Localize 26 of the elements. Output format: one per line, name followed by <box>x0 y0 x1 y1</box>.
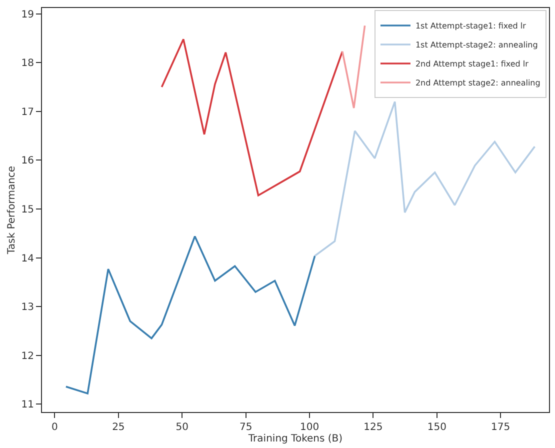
x-tick-label: 0 <box>52 422 58 433</box>
y-tick-label: 12 <box>21 350 34 362</box>
line-series <box>314 100 536 257</box>
y-tick-label: 15 <box>21 204 34 216</box>
x-tick-label: 100 <box>300 422 320 433</box>
x-tick-label: 75 <box>239 422 252 433</box>
legend-label: 2nd Attempt stage2: annealing <box>415 78 540 88</box>
legend-label: 1st Attempt-stage1: fixed lr <box>415 22 527 31</box>
y-tick-label: 18 <box>21 58 34 70</box>
line-series <box>65 235 316 394</box>
x-tick-label: 175 <box>491 422 510 433</box>
x-tick-label: 150 <box>427 422 446 433</box>
y-tick-label: 11 <box>21 400 34 411</box>
x-tick-label: 50 <box>176 422 188 433</box>
x-tick-label: 25 <box>112 422 125 433</box>
y-tick-label: 14 <box>21 253 34 264</box>
x-tick-label: 125 <box>364 422 383 433</box>
y-tick-label: 16 <box>21 156 34 167</box>
y-axis-title: Task Performance <box>6 166 18 256</box>
y-tick-label: 19 <box>21 9 34 20</box>
y-tick-label: 13 <box>21 302 34 314</box>
line-series <box>160 38 344 196</box>
x-axis-title: Training Tokens (B) <box>247 434 343 444</box>
y-tick-label: 17 <box>21 106 34 118</box>
legend-label: 1st Attempt-stage2: annealing <box>415 40 538 50</box>
legend-label: 2nd Attempt stage1: fixed lr <box>415 60 530 69</box>
